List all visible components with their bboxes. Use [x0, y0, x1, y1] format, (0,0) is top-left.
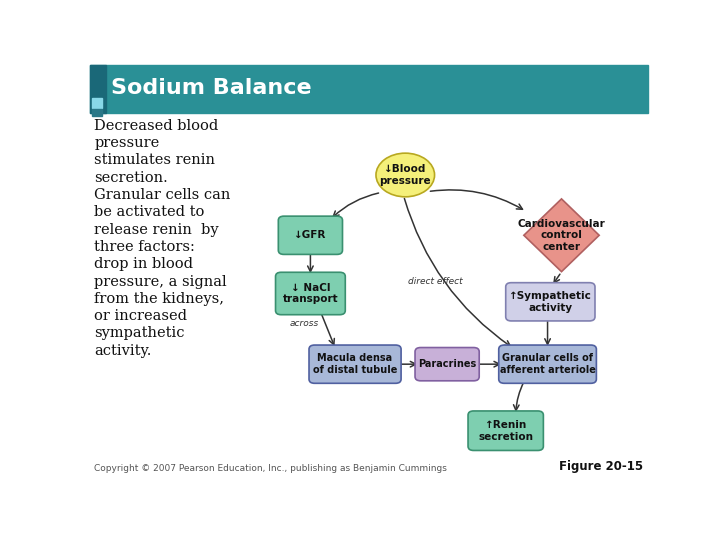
FancyBboxPatch shape: [279, 216, 343, 254]
Text: ↑Renin
secretion: ↑Renin secretion: [478, 420, 534, 442]
Text: Copyright © 2007 Pearson Education, Inc., publishing as Benjamin Cummings: Copyright © 2007 Pearson Education, Inc.…: [94, 464, 447, 473]
Text: ↓ NaCl
transport: ↓ NaCl transport: [282, 283, 338, 305]
FancyBboxPatch shape: [92, 98, 102, 107]
FancyBboxPatch shape: [90, 65, 648, 113]
Text: Paracrines: Paracrines: [418, 359, 476, 369]
FancyBboxPatch shape: [309, 345, 401, 383]
FancyBboxPatch shape: [499, 345, 596, 383]
Text: Granular cells of
afferent arteriole: Granular cells of afferent arteriole: [500, 353, 595, 375]
Text: direct effect: direct effect: [408, 276, 463, 286]
FancyBboxPatch shape: [415, 348, 480, 381]
Text: ↑Sympathetic
activity: ↑Sympathetic activity: [509, 291, 592, 313]
Ellipse shape: [376, 153, 435, 197]
Text: Macula densa
of distal tubule: Macula densa of distal tubule: [313, 353, 397, 375]
Text: Sodium Balance: Sodium Balance: [111, 78, 312, 98]
FancyBboxPatch shape: [505, 282, 595, 321]
Polygon shape: [524, 199, 599, 272]
Text: ↓Blood
pressure: ↓Blood pressure: [379, 164, 431, 186]
FancyBboxPatch shape: [276, 272, 346, 315]
Text: ↓GFR: ↓GFR: [294, 230, 327, 240]
Text: Cardiovascular
control
center: Cardiovascular control center: [518, 219, 606, 252]
FancyBboxPatch shape: [90, 65, 106, 113]
Text: Figure 20-15: Figure 20-15: [559, 460, 644, 473]
Text: across: across: [289, 319, 319, 328]
FancyBboxPatch shape: [468, 411, 544, 450]
FancyBboxPatch shape: [92, 109, 102, 116]
Text: Decreased blood
pressure
stimulates renin
secretion.
Granular cells can
be activ: Decreased blood pressure stimulates reni…: [94, 119, 231, 358]
